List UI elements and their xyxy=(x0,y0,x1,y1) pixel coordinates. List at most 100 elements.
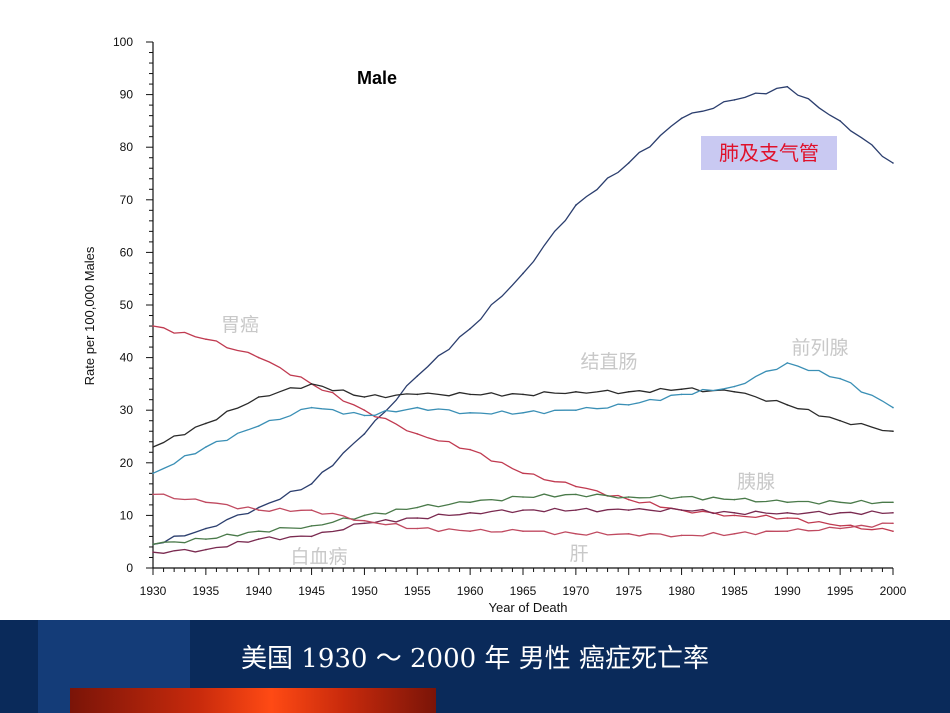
data-point-stomach xyxy=(152,325,154,327)
data-point-leukemia xyxy=(839,512,841,514)
data-point-leukemia xyxy=(733,512,736,514)
data-point-prostate xyxy=(892,406,894,409)
series-label-pancreas: 胰腺 xyxy=(737,471,775,493)
series-line-prostate xyxy=(152,362,894,474)
data-point-lung xyxy=(786,85,789,88)
data-point-liver xyxy=(786,530,789,532)
y-tick-label: 20 xyxy=(120,456,134,470)
data-point-pancreas xyxy=(152,543,154,546)
data-point-leukemia xyxy=(469,512,471,514)
y-tick-label: 80 xyxy=(120,140,134,154)
data-point-liver xyxy=(627,533,630,535)
series-line-pancreas xyxy=(152,493,893,545)
data-point-prostate xyxy=(469,412,471,414)
series-label-stomach: 胃癌 xyxy=(221,314,259,336)
data-point-pancreas xyxy=(575,493,577,496)
data-point-lung xyxy=(469,327,471,330)
data-point-stomach xyxy=(786,517,789,519)
data-point-prostate xyxy=(627,404,630,406)
data-point-pancreas xyxy=(363,514,366,517)
data-point-leukemia xyxy=(892,512,894,514)
data-point-prostate xyxy=(733,385,736,388)
data-point-liver xyxy=(152,493,154,496)
data-point-prostate xyxy=(575,409,577,412)
data-point-leukemia xyxy=(522,509,524,511)
data-point-leukemia xyxy=(205,548,207,551)
line-chart: 0 10 20 30 40 50 60 70 80 90 100 1930 1935 1940 1945 19… xyxy=(82,35,907,615)
chart-area: 0 10 20 30 40 50 60 70 80 90 100 1930 1935 1940 1945 19… xyxy=(82,35,907,615)
data-point-colorectal xyxy=(416,393,419,396)
x-axis-title: Year of Death xyxy=(488,600,567,615)
data-point-colorectal xyxy=(363,396,366,398)
data-point-liver xyxy=(575,533,577,535)
data-point-leukemia xyxy=(310,535,313,538)
x-tick-label: 1960 xyxy=(457,584,484,598)
data-point-stomach xyxy=(416,433,419,435)
data-point-colorectal xyxy=(310,383,313,385)
data-point-prostate xyxy=(522,412,524,414)
data-point-colorectal xyxy=(522,393,524,396)
data-point-leukemia xyxy=(257,538,260,540)
slide-caption: 美国 1930 ～ 2000 年 男性 癌症死亡率 xyxy=(241,644,709,674)
x-tick-label: 1995 xyxy=(827,584,854,598)
x-tick-label: 1930 xyxy=(140,584,167,598)
data-point-leukemia xyxy=(680,509,683,511)
data-point-lung xyxy=(416,375,419,377)
data-point-pancreas xyxy=(786,501,789,504)
x-tick-label: 1955 xyxy=(404,584,431,598)
series-line-stomach xyxy=(152,325,894,532)
data-point-leukemia xyxy=(416,517,419,519)
x-tick-label: 1980 xyxy=(668,584,695,598)
data-point-colorectal xyxy=(257,396,260,398)
x-tick-label: 1990 xyxy=(774,584,801,598)
data-point-liver xyxy=(205,501,207,504)
data-point-pancreas xyxy=(733,498,736,501)
y-tick-label: 0 xyxy=(126,561,133,575)
y-tick-label: 90 xyxy=(120,88,134,102)
x-tick-label: 1985 xyxy=(721,584,748,598)
data-point-liver xyxy=(522,530,524,532)
data-point-pancreas xyxy=(416,506,419,509)
data-point-prostate xyxy=(205,446,207,448)
data-point-pancreas xyxy=(522,496,524,498)
data-point-colorectal xyxy=(839,419,841,422)
x-tick-label: 1975 xyxy=(615,584,642,598)
footer-bar: 美国 1930 ～ 2000 年 男性 癌症死亡率 xyxy=(0,620,950,713)
data-point-stomach xyxy=(733,514,736,517)
data-point-stomach xyxy=(627,498,630,501)
data-point-liver xyxy=(892,522,894,525)
series-label-lung: 肺及支气管 xyxy=(701,136,837,170)
data-point-lung xyxy=(310,483,313,485)
series-label-leukemia: 白血病 xyxy=(290,546,347,568)
data-point-colorectal xyxy=(469,393,471,396)
y-tick-label: 40 xyxy=(120,351,134,365)
data-point-prostate xyxy=(416,406,419,409)
data-point-colorectal xyxy=(786,404,789,406)
data-point-lung xyxy=(575,204,577,206)
x-tick-label: 1950 xyxy=(351,584,378,598)
x-tick-label: 1940 xyxy=(245,584,272,598)
data-point-pancreas xyxy=(627,496,630,498)
data-point-colorectal xyxy=(733,391,736,393)
series-line-colorectal xyxy=(152,383,894,448)
data-point-stomach xyxy=(363,409,366,412)
data-point-stomach xyxy=(257,356,260,359)
data-point-lung xyxy=(257,506,260,509)
data-point-lung xyxy=(205,527,207,530)
data-point-stomach xyxy=(839,525,841,527)
chart-title: Male xyxy=(357,68,397,88)
data-point-leukemia xyxy=(152,551,154,553)
data-point-lung xyxy=(839,120,841,122)
data-point-pancreas xyxy=(680,496,683,498)
series-label-prostate: 前列腺 xyxy=(791,337,848,359)
y-tick-label: 100 xyxy=(113,35,133,49)
data-point-liver xyxy=(733,533,736,535)
x-tick-label: 1970 xyxy=(563,584,590,598)
data-point-prostate xyxy=(310,406,313,409)
data-point-pancreas xyxy=(257,530,260,532)
data-point-liver xyxy=(469,530,471,532)
data-point-liver xyxy=(257,509,260,511)
data-point-lung xyxy=(892,162,894,164)
data-point-pancreas xyxy=(205,538,207,540)
data-point-stomach xyxy=(469,448,471,451)
